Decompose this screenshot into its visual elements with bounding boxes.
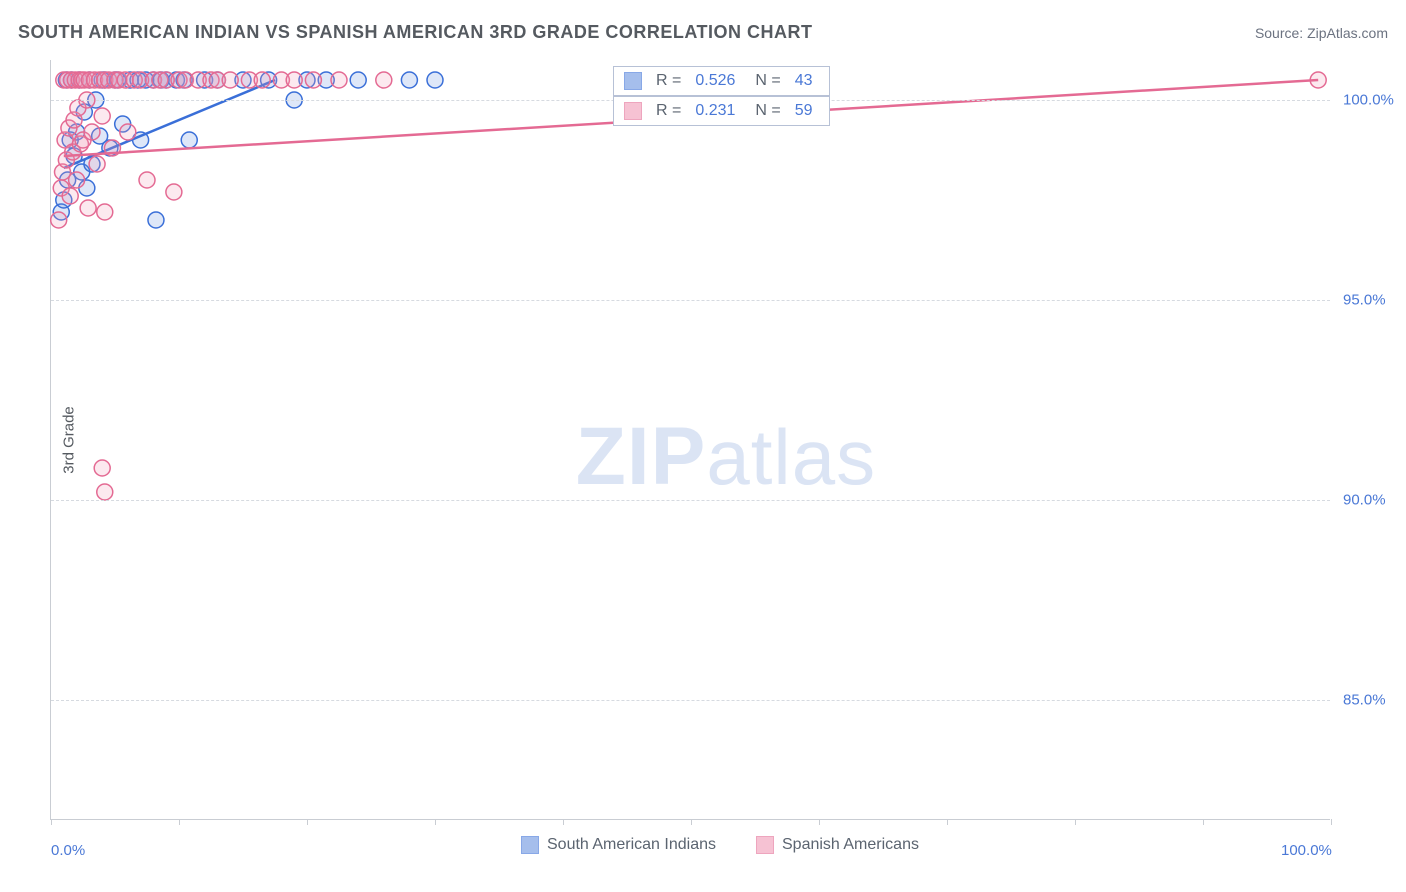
y-tick-label: 95.0% (1343, 292, 1386, 309)
r-value: 0.231 (695, 102, 735, 120)
scatter-point (166, 184, 182, 200)
y-tick-label: 100.0% (1343, 92, 1394, 109)
grid-line (51, 500, 1330, 501)
x-tick (1075, 819, 1076, 825)
x-tick (947, 819, 948, 825)
y-tick-label: 85.0% (1343, 692, 1386, 709)
grid-line (51, 300, 1330, 301)
n-value: 43 (795, 72, 813, 90)
legend-swatch (756, 836, 774, 854)
scatter-point (62, 188, 78, 204)
stats-box: R = 0.526 N = 43 (613, 66, 830, 96)
x-tick (563, 819, 564, 825)
scatter-point (222, 72, 238, 88)
r-value: 0.526 (695, 72, 735, 90)
title-row: SOUTH AMERICAN INDIAN VS SPANISH AMERICA… (18, 22, 1388, 43)
scatter-point (427, 72, 443, 88)
scatter-point (181, 132, 197, 148)
scatter-point (350, 72, 366, 88)
scatter-point (94, 108, 110, 124)
y-tick-label: 90.0% (1343, 492, 1386, 509)
x-tick (1203, 819, 1204, 825)
x-tick-label: 0.0% (51, 842, 85, 859)
x-tick (1331, 819, 1332, 825)
scatter-point (331, 72, 347, 88)
scatter-point (139, 172, 155, 188)
scatter-point (94, 460, 110, 476)
scatter-point (84, 124, 100, 140)
scatter-point (97, 204, 113, 220)
n-label: N = (755, 102, 780, 120)
x-tick-label: 100.0% (1281, 842, 1332, 859)
chart-title: SOUTH AMERICAN INDIAN VS SPANISH AMERICA… (18, 22, 813, 43)
plot-area: 3rd Grade ZIPatlas 85.0%90.0%95.0%100.0%… (50, 60, 1330, 820)
scatter-point (148, 212, 164, 228)
x-tick (819, 819, 820, 825)
bottom-legend: South American Indians Spanish Americans (521, 836, 919, 854)
legend-swatch (624, 72, 642, 90)
r-label: R = (656, 72, 681, 90)
scatter-point (97, 484, 113, 500)
scatter-point (305, 72, 321, 88)
scatter-point (286, 72, 302, 88)
stats-box: R = 0.231 N = 59 (613, 96, 830, 126)
legend-item: South American Indians (521, 836, 716, 854)
x-tick (51, 819, 52, 825)
scatter-point (401, 72, 417, 88)
chart-svg (51, 60, 1330, 819)
scatter-point (376, 72, 392, 88)
x-tick (435, 819, 436, 825)
scatter-point (254, 72, 270, 88)
legend-label: South American Indians (547, 836, 716, 853)
scatter-point (80, 200, 96, 216)
legend-swatch (521, 836, 539, 854)
grid-line (51, 700, 1330, 701)
scatter-point (69, 172, 85, 188)
scatter-point (89, 156, 105, 172)
x-tick (307, 819, 308, 825)
x-tick (691, 819, 692, 825)
legend-label: Spanish Americans (782, 836, 919, 853)
legend-item: Spanish Americans (756, 836, 919, 854)
n-value: 59 (795, 102, 813, 120)
source-label: Source: ZipAtlas.com (1255, 25, 1388, 41)
scatter-point (120, 124, 136, 140)
x-tick (179, 819, 180, 825)
r-label: R = (656, 102, 681, 120)
legend-swatch (624, 102, 642, 120)
scatter-point (51, 212, 67, 228)
n-label: N = (755, 72, 780, 90)
